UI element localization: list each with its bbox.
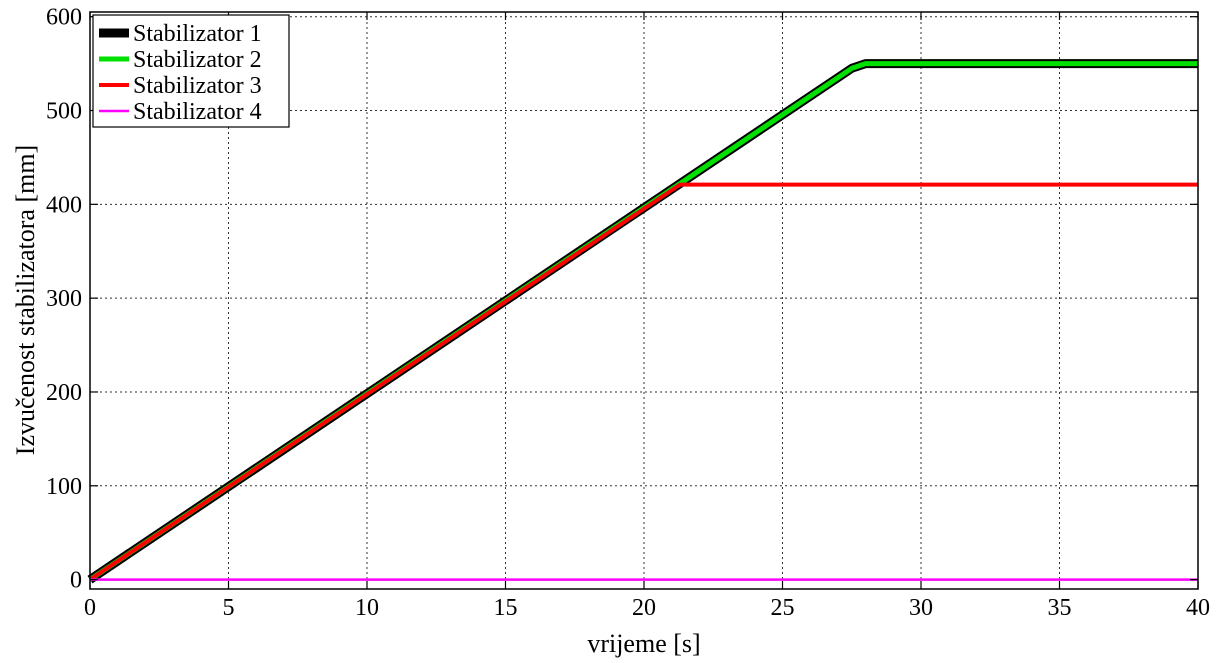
series-line-3 — [88, 182, 1198, 582]
x-tick-label: 40 — [1186, 595, 1210, 621]
y-tick-label: 200 — [46, 380, 82, 406]
x-tick-label: 35 — [1048, 595, 1072, 621]
legend-label-4: Stabilizator 4 — [133, 99, 262, 125]
legend-label-1: Stabilizator 1 — [133, 21, 262, 47]
x-axis-label: vrijeme [s] — [587, 629, 700, 658]
y-tick-label: 300 — [46, 286, 82, 312]
series-lines — [87, 59, 1198, 584]
x-tick-label: 20 — [632, 595, 656, 621]
y-tick-label: 100 — [46, 474, 82, 500]
y-tick-label: 400 — [46, 192, 82, 218]
x-tick-label: 30 — [909, 595, 933, 621]
y-axis-label: Izvučenost stabilizatora [mm] — [11, 145, 40, 455]
x-tick-label: 15 — [494, 595, 518, 621]
x-tick-label: 10 — [355, 595, 379, 621]
legend-label-3: Stabilizator 3 — [133, 73, 262, 99]
x-tick-label: 5 — [223, 595, 235, 621]
y-tick-label: 600 — [46, 5, 82, 31]
x-tick-label: 25 — [771, 595, 795, 621]
legend-label-2: Stabilizator 2 — [133, 47, 262, 73]
x-tick-label: 0 — [84, 595, 96, 621]
y-tick-label: 500 — [46, 99, 82, 125]
y-tick-label: 0 — [70, 568, 82, 594]
